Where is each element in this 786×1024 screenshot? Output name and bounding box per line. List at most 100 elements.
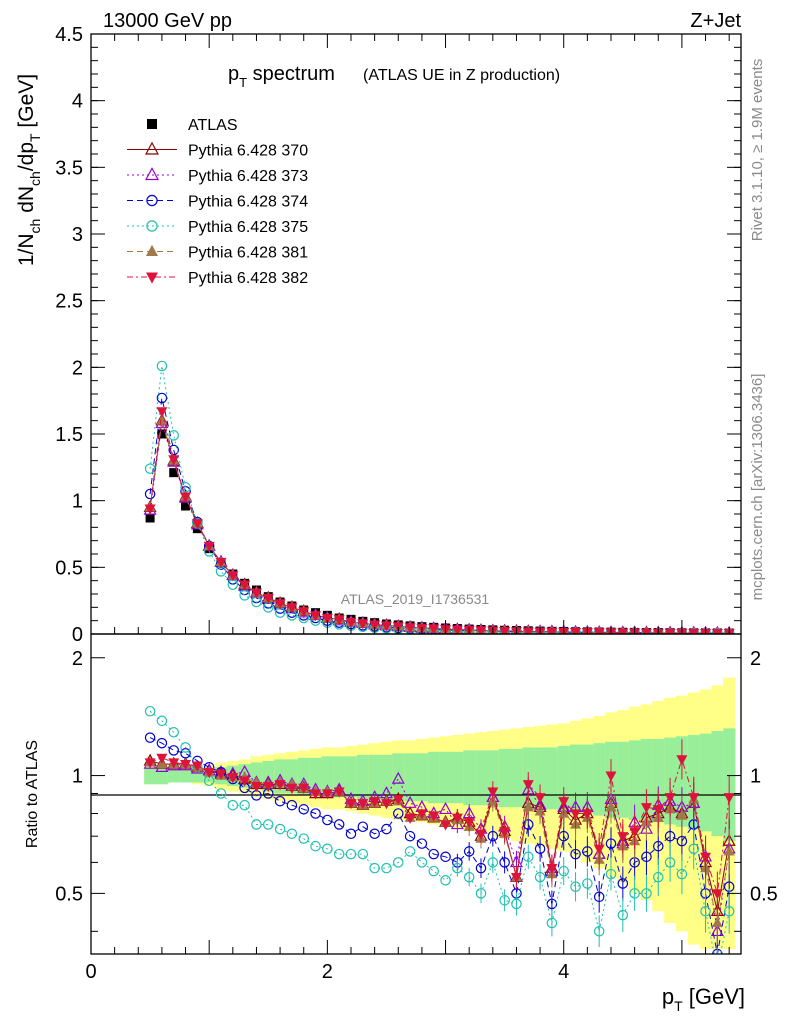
x-axis-label: pT [GeV] [662,984,745,1014]
ratio-data-point [664,830,676,842]
ratio-series-line [149,710,730,954]
ratio-data-point [605,868,617,880]
main-y-tick-label: 2.5 [55,291,83,313]
ratio-data-point [510,873,522,884]
ratio-data-point [499,895,510,906]
ratio-data-point [345,848,357,860]
main-data-point [250,588,262,599]
main-data-point [169,468,179,478]
ratio-band-green [510,748,523,808]
rivet-version-label: Rivet 3.1.10, ≥ 1.9M events [749,59,766,242]
ratio-band-green [699,733,712,832]
ratio-data-point [156,753,168,764]
ratio-data-point [676,755,688,766]
legend-label: ATLAS [188,117,238,134]
legend-label: Pythia 6.428 370 [188,143,308,160]
ratio-data-point [605,801,617,812]
main-data-point [145,513,155,523]
ratio-data-point [688,843,700,855]
ratio-data-point [440,851,451,863]
ratio-data-point [404,813,416,824]
ratio-data-point [652,871,664,883]
ratio-data-point [558,865,570,877]
ratio-data-point [310,789,322,800]
ratio-data-point [168,727,180,738]
ratio-y-tick-label-right: 1 [750,766,761,788]
x-axis-ticks: 0 2 4 [85,34,730,983]
ratio-data-point [380,799,392,810]
main-y-tick-label: 3.5 [55,157,83,179]
legend-marker [146,194,158,207]
ratio-band-green [546,747,559,810]
ratio-data-point [262,781,274,793]
ratio-data-point [239,776,251,787]
ratio-data-point [700,906,711,917]
ratio-data-point [581,809,593,820]
legend-marker [147,119,157,129]
main-y-tick-label: 0.5 [55,557,83,579]
ratio-data-point [180,742,191,753]
ratio-data-point [439,801,453,815]
ratio-data-point [723,906,735,917]
legend-marker [146,272,158,284]
legend-marker [144,167,160,181]
ratio-band-green [439,751,452,804]
ratio-band-green [380,754,393,800]
ratio-band-green [144,767,157,785]
ratio-data-point [676,835,688,847]
ratio-data-point [499,827,511,838]
ratio-data-point [203,768,215,779]
ratio-data-point [452,862,463,874]
main-data-point [321,613,333,625]
ratio-data-point [463,818,475,829]
legend-marker [144,141,160,155]
main-y-tick-label: 0 [72,624,83,646]
ratio-data-point [357,821,369,833]
ratio-data-point [641,851,652,863]
x-tick-label: 4 [558,961,569,983]
ratio-data-point [582,878,593,889]
ratio-plot-frame [90,633,742,955]
legend-item: Pythia 6.428 370 [127,141,308,160]
ratio-data-point [403,795,417,808]
main-data-point [168,430,180,441]
ratio-data-point [570,809,582,820]
ratio-data-point [629,888,640,899]
ratio-band-green [309,757,322,796]
main-data-point [345,617,357,629]
ratio-data-point [262,819,274,830]
x-label-subscript: T [674,998,683,1014]
x-tick-label: 0 [85,961,96,983]
ratio-band-green [451,751,464,804]
main-data-point [191,519,203,530]
ratio-data-point [215,769,227,780]
ratio-data-point [298,783,310,794]
ratio-band-green [711,730,724,837]
ratio-data-point [322,814,333,826]
ratio-data-point [558,797,570,808]
ratio-data-point [534,793,546,804]
ratio-data-point [723,793,735,804]
main-data-point [227,571,239,582]
ratio-data-point [227,799,239,811]
ratio-data-point [475,888,487,899]
ratio-data-point [191,761,203,772]
ratio-data-point [723,845,735,856]
ratio-data-point [463,871,475,883]
ratio-band-green [321,756,334,798]
legend-item: Pythia 6.428 373 [127,167,308,185]
legend-marker [146,220,158,232]
ratio-data-point [428,865,440,877]
ratio-band-green [652,739,665,823]
ratio-data-point [144,705,156,717]
ratio-data-point [227,773,239,784]
ratio-data-point [250,781,262,793]
ratio-band-green [368,754,381,800]
ratio-band-green [581,744,594,814]
main-data-point [380,621,392,632]
ratio-data-point [144,758,156,769]
ratio-data-point [369,862,380,874]
ratio-band-green [427,751,441,804]
ratio-band-green [191,768,204,783]
main-data-point [156,392,168,404]
